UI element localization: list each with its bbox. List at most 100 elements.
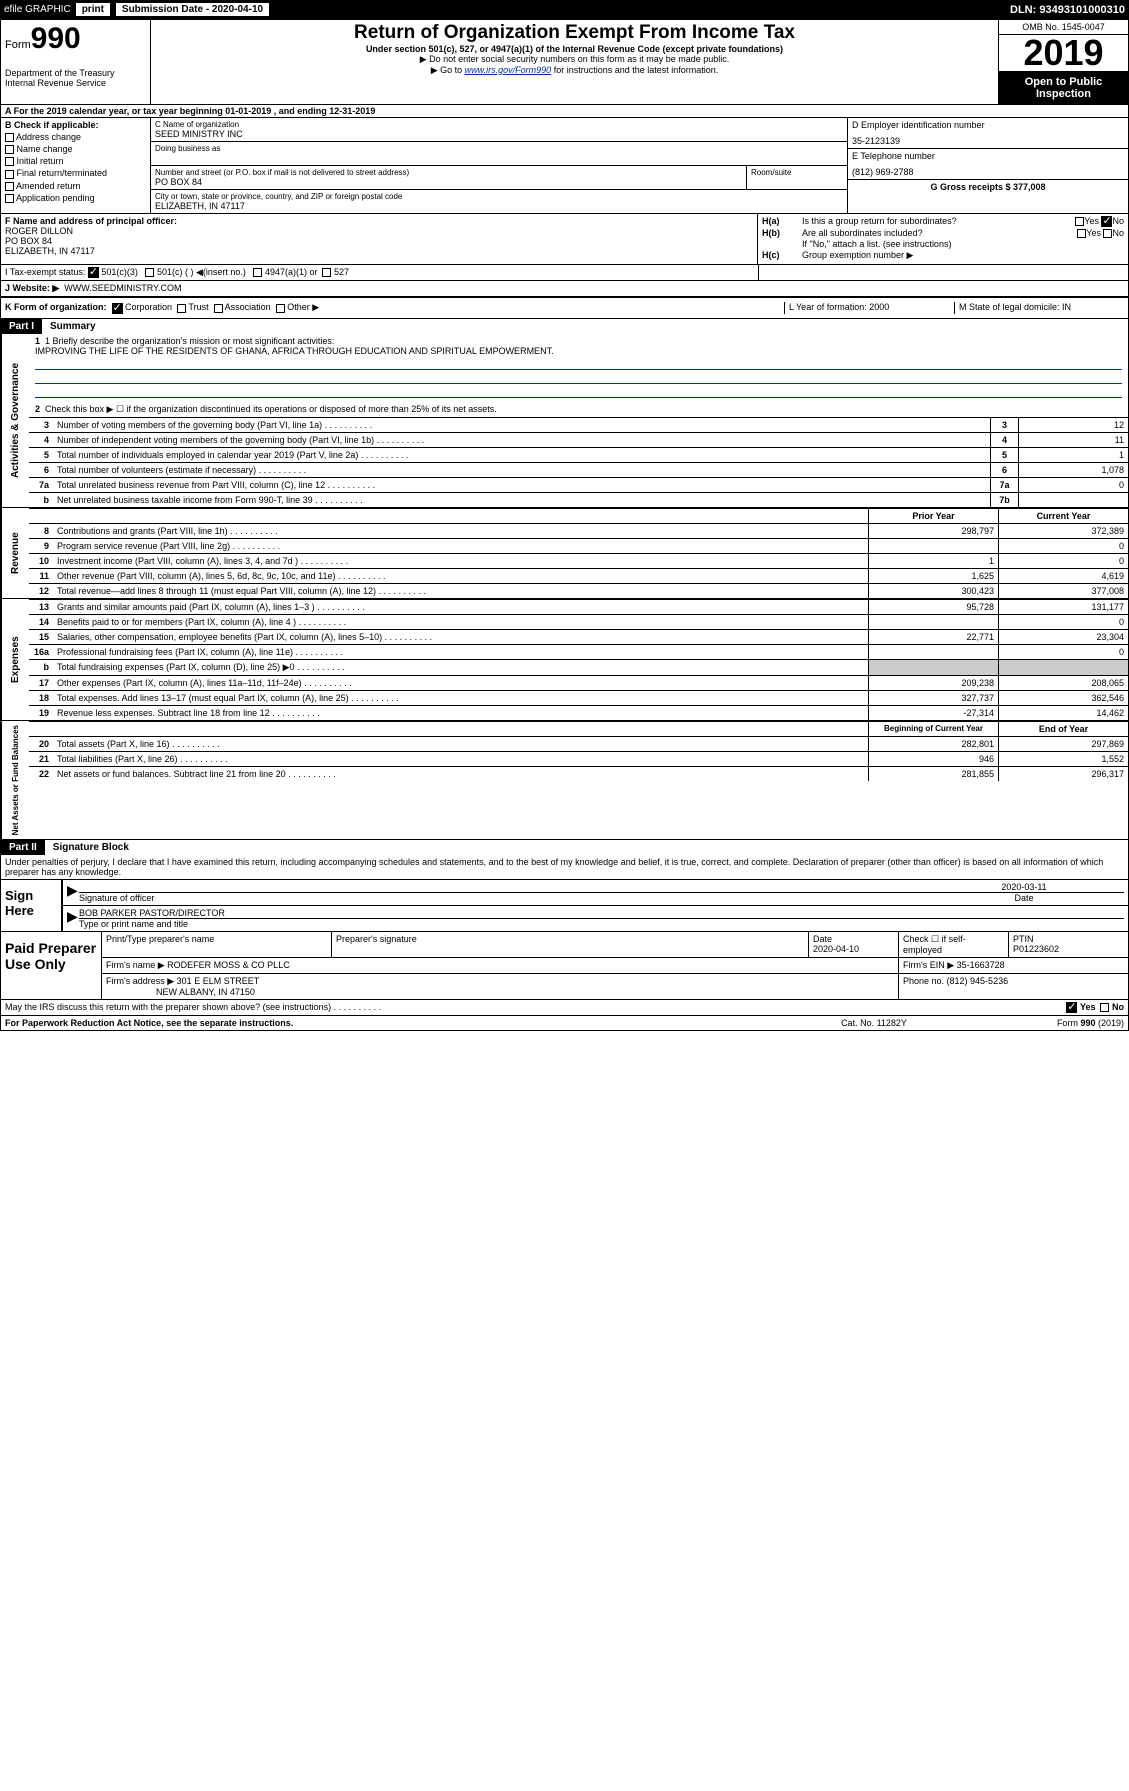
dept-irs: Internal Revenue Service xyxy=(5,78,146,88)
open-public: Open to Public Inspection xyxy=(999,72,1128,104)
arrow-icon: ▶ xyxy=(67,882,79,903)
addr-label: Number and street (or P.O. box if mail i… xyxy=(155,168,742,177)
city-value: ELIZABETH, IN 47117 xyxy=(155,201,843,211)
table-row: 6Total number of volunteers (estimate if… xyxy=(29,462,1128,477)
phone-value: (812) 969-2788 xyxy=(852,167,1124,177)
form-prefix: Form xyxy=(5,39,31,51)
form-title: Return of Organization Exempt From Incom… xyxy=(155,22,994,44)
row-j: J Website: ▶ WWW.SEEDMINISTRY.COM xyxy=(1,281,1128,298)
table-row: 20Total assets (Part X, line 16) 282,801… xyxy=(29,736,1128,751)
header-right: OMB No. 1545-0047 2019 Open to Public In… xyxy=(998,20,1128,104)
form-note1: ▶ Do not enter social security numbers o… xyxy=(155,54,994,65)
colb-title: B Check if applicable: xyxy=(5,120,99,130)
chk-527[interactable] xyxy=(322,268,331,277)
row-k: K Form of organization: Corporation Trus… xyxy=(1,298,1128,318)
chk-4947[interactable] xyxy=(253,268,262,277)
header-left: Form990 Department of the Treasury Inter… xyxy=(1,20,151,104)
officer-addr1: PO BOX 84 xyxy=(5,236,753,246)
form-subtitle: Under section 501(c), 527, or 4947(a)(1)… xyxy=(155,44,994,54)
column-h: H(a) Is this a group return for subordin… xyxy=(758,214,1128,264)
paid-preparer: Paid Preparer Use Only Print/Type prepar… xyxy=(1,932,1128,1000)
expenses-label: Expenses xyxy=(1,599,29,720)
table-row: bNet unrelated business taxable income f… xyxy=(29,492,1128,507)
row-a: A For the 2019 calendar year, or tax yea… xyxy=(1,105,1128,118)
column-de: D Employer identification number 35-2123… xyxy=(848,118,1128,213)
dba-label: Doing business as xyxy=(155,144,843,153)
expenses-section: Expenses 13Grants and similar amounts pa… xyxy=(1,599,1128,721)
table-row: 15Salaries, other compensation, employee… xyxy=(29,629,1128,644)
chk-amended[interactable] xyxy=(5,182,14,191)
mission-text: IMPROVING THE LIFE OF THE RESIDENTS OF G… xyxy=(35,346,1122,356)
discuss-yes[interactable] xyxy=(1066,1002,1077,1013)
arrow-icon: ▶ xyxy=(67,908,79,929)
state-domicile: M State of legal domicile: IN xyxy=(954,302,1124,313)
column-c: C Name of organization SEED MINISTRY INC… xyxy=(151,118,848,213)
table-row: 7aTotal unrelated business revenue from … xyxy=(29,477,1128,492)
officer-addr2: ELIZABETH, IN 47117 xyxy=(5,246,753,256)
table-row: 16aProfessional fundraising fees (Part I… xyxy=(29,644,1128,659)
perjury-text: Under penalties of perjury, I declare th… xyxy=(1,855,1128,880)
phone-label: E Telephone number xyxy=(852,151,1124,161)
table-row: 3Number of voting members of the governi… xyxy=(29,417,1128,432)
table-row: 4Number of independent voting members of… xyxy=(29,432,1128,447)
form-header: Form990 Department of the Treasury Inter… xyxy=(1,20,1128,105)
discuss-no[interactable] xyxy=(1100,1003,1109,1012)
chk-501c[interactable] xyxy=(145,268,154,277)
org-name: SEED MINISTRY INC xyxy=(155,129,843,139)
ha-yes[interactable] xyxy=(1075,217,1084,226)
room-label: Room/suite xyxy=(747,166,847,189)
note2a: ▶ Go to xyxy=(431,65,465,75)
part2-header: Part II Signature Block xyxy=(1,840,1128,855)
addr-value: PO BOX 84 xyxy=(155,177,742,187)
print-button[interactable]: print xyxy=(75,2,111,17)
hb-yes[interactable] xyxy=(1077,229,1086,238)
dln: DLN: 93493101000310 xyxy=(1010,4,1125,16)
firm-phone: Phone no. (812) 945-5236 xyxy=(898,974,1128,999)
chk-501c3[interactable] xyxy=(88,267,99,278)
governance-section: Activities & Governance 1 1 Briefly desc… xyxy=(1,334,1128,508)
chk-pending[interactable] xyxy=(5,194,14,203)
chk-address[interactable] xyxy=(5,133,14,142)
governance-label: Activities & Governance xyxy=(1,334,29,507)
table-row: 9Program service revenue (Part VIII, lin… xyxy=(29,538,1128,553)
chk-initial[interactable] xyxy=(5,157,14,166)
table-row: 21Total liabilities (Part X, line 26) 94… xyxy=(29,751,1128,766)
officer-name: ROGER DILLON xyxy=(5,226,753,236)
revenue-section: Revenue Prior YearCurrent Year 8Contribu… xyxy=(1,508,1128,599)
year-formation: L Year of formation: 2000 xyxy=(784,302,954,313)
table-row: 18Total expenses. Add lines 13–17 (must … xyxy=(29,690,1128,705)
section-fgh: F Name and address of principal officer:… xyxy=(1,214,1128,265)
submission-date: Submission Date - 2020-04-10 xyxy=(115,2,270,17)
website: WWW.SEEDMINISTRY.COM xyxy=(64,283,181,293)
chk-corp[interactable] xyxy=(112,303,123,314)
chk-other[interactable] xyxy=(276,304,285,313)
table-row: 22Net assets or fund balances. Subtract … xyxy=(29,766,1128,781)
part1-header: Part I Summary xyxy=(1,319,1128,334)
table-row: 19Revenue less expenses. Subtract line 1… xyxy=(29,705,1128,720)
tax-year: 2019 xyxy=(999,35,1128,72)
firm-ein: Firm's EIN ▶ 35-1663728 xyxy=(898,958,1128,973)
city-label: City or town, state or province, country… xyxy=(155,192,843,201)
footer: For Paperwork Reduction Act Notice, see … xyxy=(1,1016,1128,1030)
column-f: F Name and address of principal officer:… xyxy=(1,214,758,264)
form-990: Form990 Department of the Treasury Inter… xyxy=(0,19,1129,1031)
org-name-label: C Name of organization xyxy=(155,120,843,129)
section-bcd: B Check if applicable: Address change Na… xyxy=(1,118,1128,214)
chk-assoc[interactable] xyxy=(214,304,223,313)
discuss-row: May the IRS discuss this return with the… xyxy=(1,1000,1128,1016)
chk-final[interactable] xyxy=(5,170,14,179)
irs-link[interactable]: www.irs.gov/Form990 xyxy=(465,65,552,75)
ein-value: 35-2123139 xyxy=(852,136,1124,146)
column-b: B Check if applicable: Address change Na… xyxy=(1,118,151,213)
table-row: 8Contributions and grants (Part VIII, li… xyxy=(29,523,1128,538)
row-i: I Tax-exempt status: 501(c)(3) 501(c) ( … xyxy=(1,265,1128,281)
signer-name: BOB PARKER PASTOR/DIRECTOR xyxy=(79,908,1124,919)
chk-name[interactable] xyxy=(5,145,14,154)
revenue-label: Revenue xyxy=(1,508,29,598)
chk-trust[interactable] xyxy=(177,304,186,313)
ha-no[interactable] xyxy=(1101,216,1112,227)
table-row: 17Other expenses (Part IX, column (A), l… xyxy=(29,675,1128,690)
gross-receipts: G Gross receipts $ 377,008 xyxy=(930,182,1045,192)
dept-treasury: Department of the Treasury xyxy=(5,68,146,78)
efile-label: efile GRAPHIC xyxy=(4,4,71,15)
